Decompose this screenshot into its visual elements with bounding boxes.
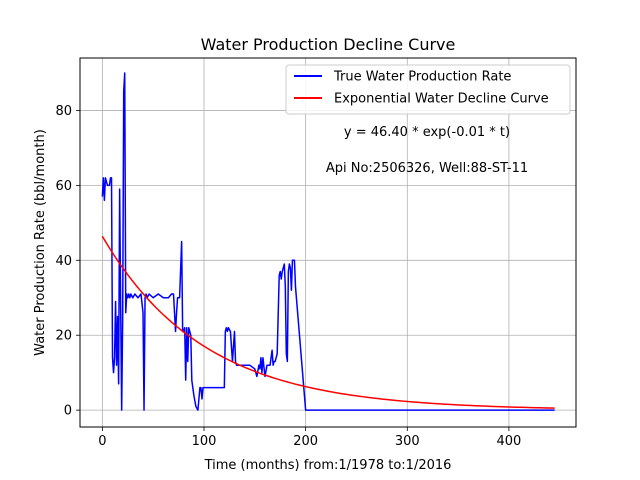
plot-frame xyxy=(79,57,577,428)
y-tick-label: 80 xyxy=(55,104,72,119)
legend: True Water Production Rate Exponential W… xyxy=(285,64,571,115)
chart-title: Water Production Decline Curve xyxy=(201,35,456,54)
legend-label-exponential-curve: Exponential Water Decline Curve xyxy=(334,92,549,107)
x-axis-ticks: 0 100 200 300 400 xyxy=(98,427,521,449)
x-tick-label: 300 xyxy=(395,434,420,449)
y-tick-label: 20 xyxy=(55,329,72,344)
equation-annotation: y = 46.40 * exp(-0.01 * t) xyxy=(344,125,510,140)
y-axis-label: Water Production Rate (bbl/month) xyxy=(33,129,48,356)
legend-box xyxy=(285,64,571,115)
plot-area xyxy=(80,58,576,427)
grid-lines xyxy=(80,58,576,427)
x-tick-label: 0 xyxy=(98,434,106,449)
series-layer xyxy=(101,72,555,411)
y-tick-label: 0 xyxy=(64,404,72,419)
x-tick-label: 100 xyxy=(192,434,217,449)
series-exponential-decline-curve xyxy=(101,235,555,409)
y-axis-ticks: 0 20 40 60 80 xyxy=(55,104,80,419)
x-tick-label: 400 xyxy=(497,434,522,449)
series-true-water-production-rate xyxy=(101,72,555,411)
x-tick-label: 200 xyxy=(293,434,318,449)
y-tick-label: 60 xyxy=(55,179,72,194)
legend-label-true-rate: True Water Production Rate xyxy=(333,70,511,85)
x-axis-label: Time (months) from:1/1978 to:1/2016 xyxy=(204,458,452,473)
y-tick-label: 40 xyxy=(55,254,72,269)
well-annotation: Api No:2506326, Well:88-ST-11 xyxy=(326,161,528,176)
